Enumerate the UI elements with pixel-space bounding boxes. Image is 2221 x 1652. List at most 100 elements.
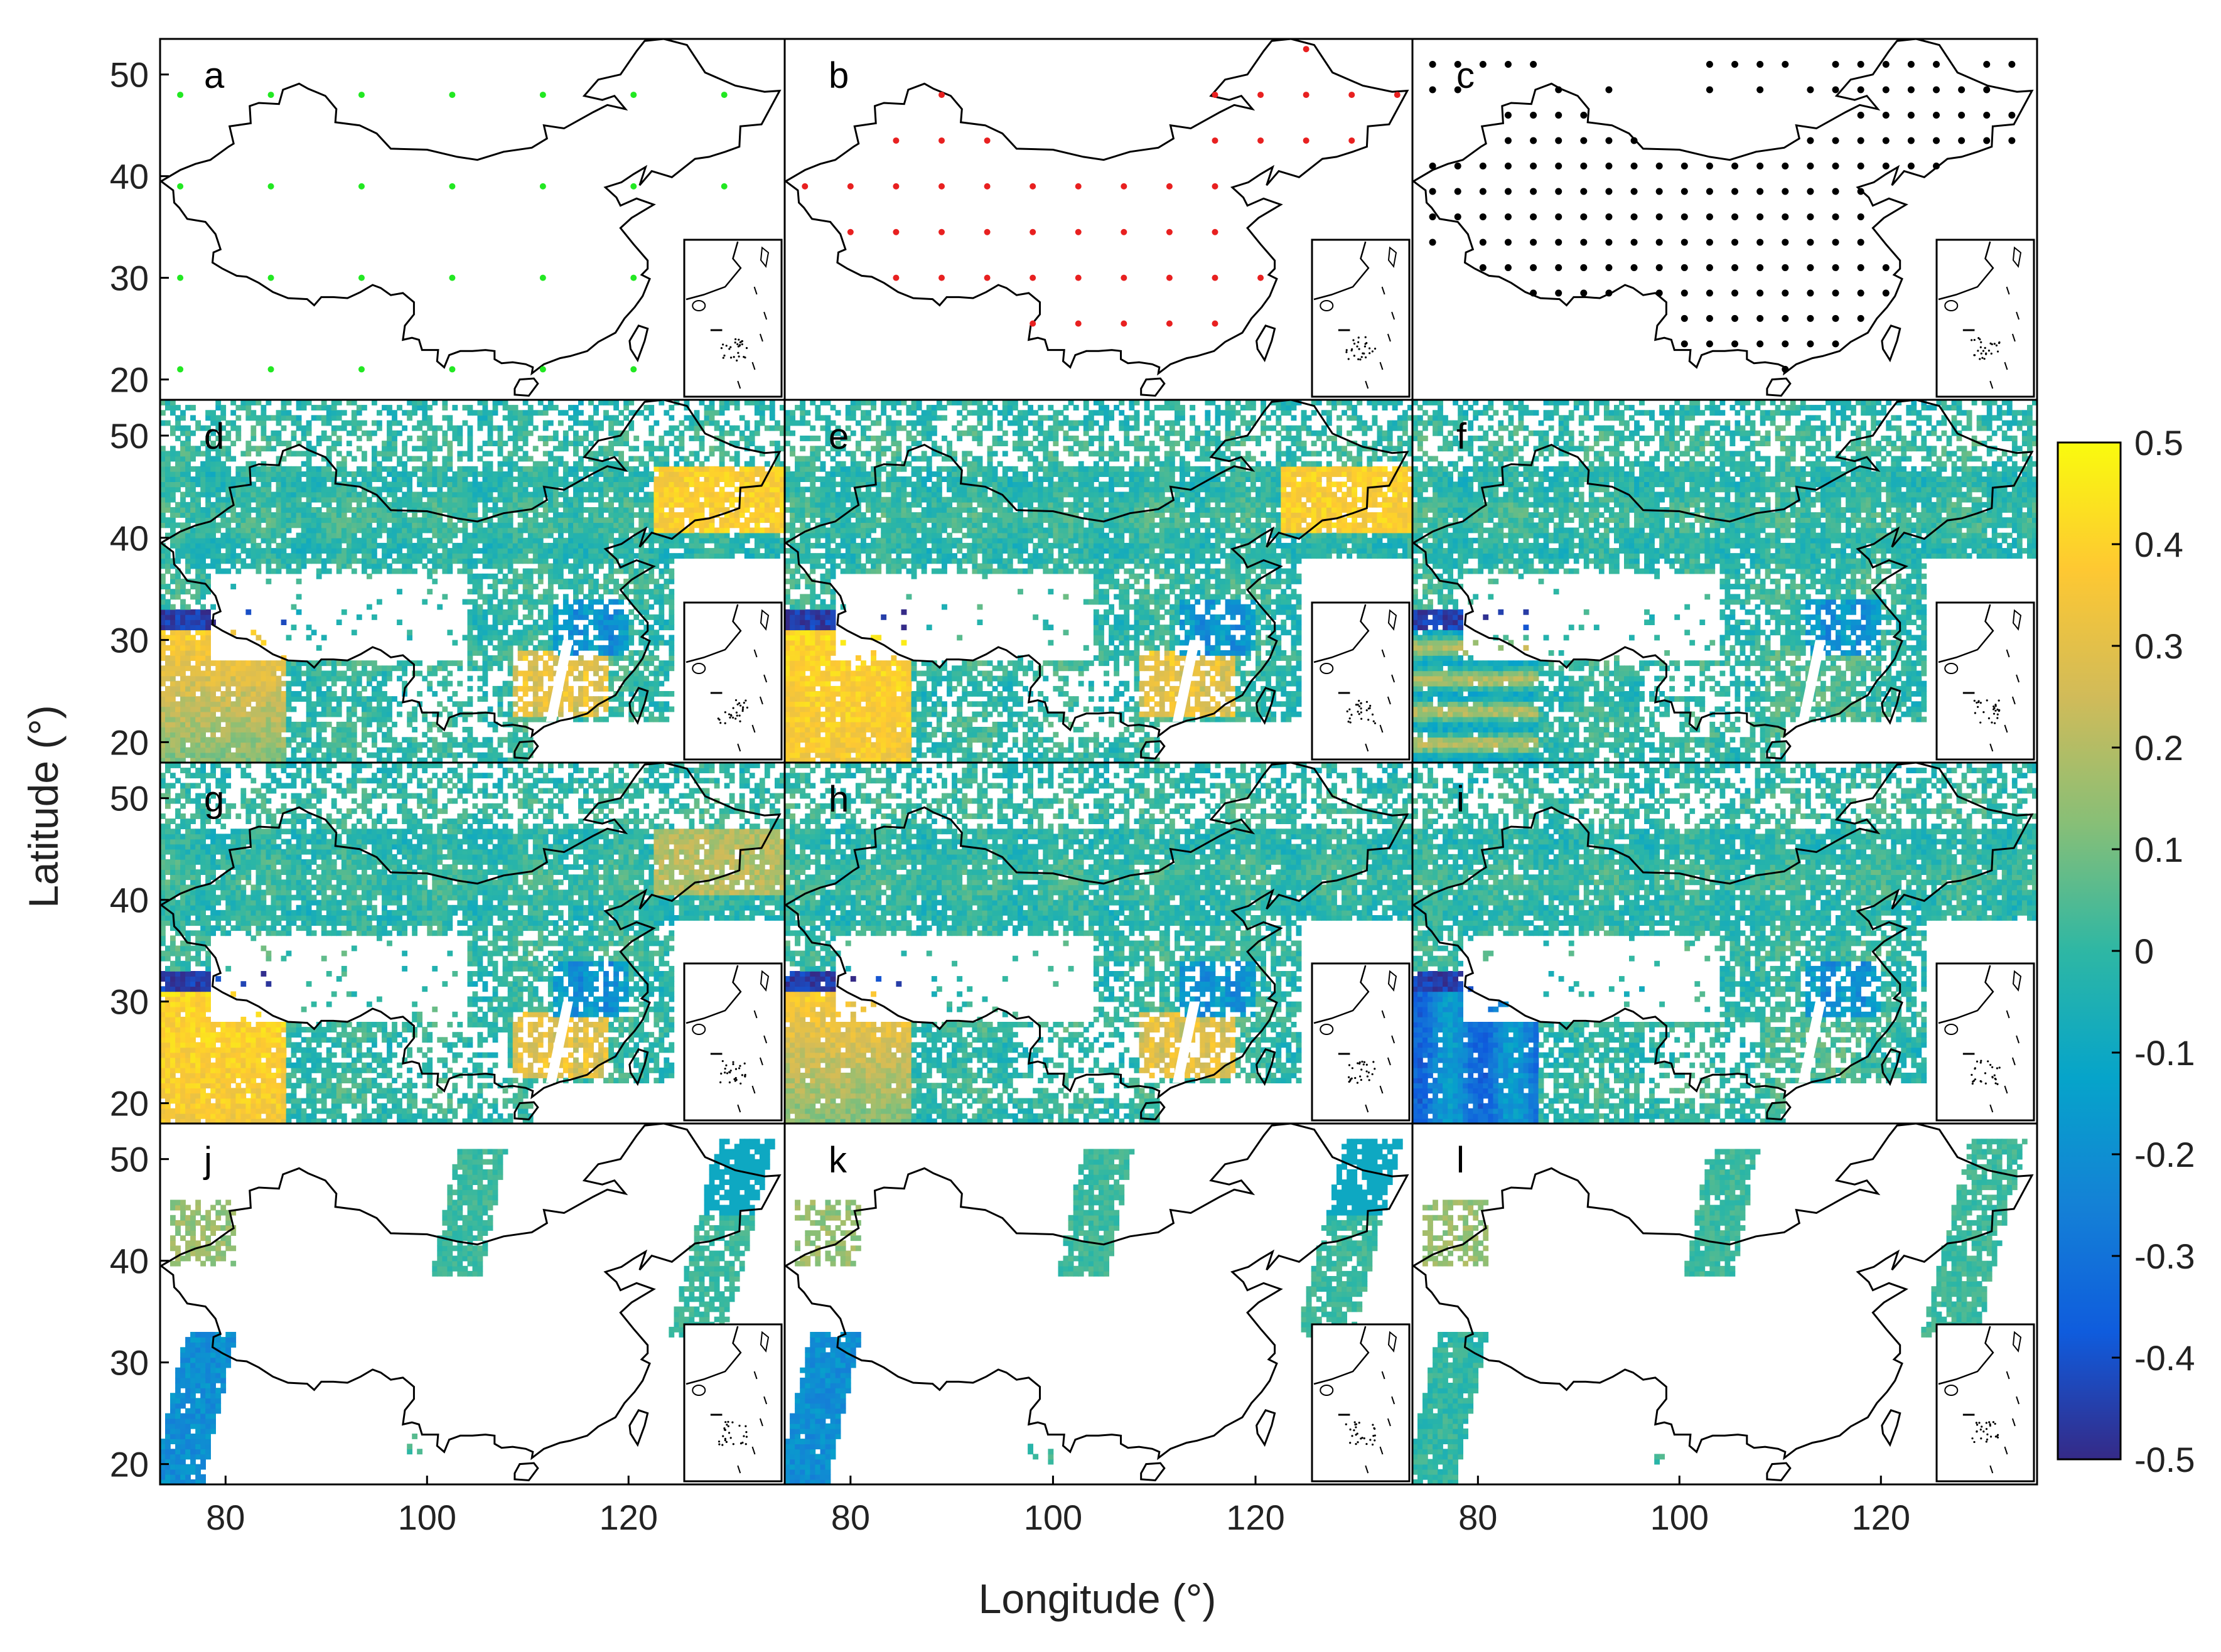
panel-label-i: i	[1456, 779, 1465, 820]
panel-label-f: f	[1456, 416, 1467, 457]
x-tick-label: 120	[1226, 1498, 1284, 1537]
colorbar-tick-label: -0.4	[2134, 1338, 2195, 1378]
hainan-outline	[1140, 740, 1166, 760]
colorbar-tick-label: 0	[2134, 931, 2154, 971]
taiwan-outline	[1881, 324, 1901, 363]
panel-frame-l	[1411, 1122, 2038, 1486]
taiwan-outline	[628, 1048, 649, 1086]
hainan-outline	[1766, 377, 1792, 397]
y-tick-label: 30	[110, 259, 149, 298]
hainan-outline	[514, 1462, 539, 1482]
panel-l: l	[1411, 1122, 2038, 1486]
taiwan-outline	[1256, 1048, 1276, 1086]
panel-label-k: k	[829, 1140, 847, 1181]
y-axis-label: Latitude (°)	[20, 705, 67, 908]
panel-f: f	[1411, 399, 2038, 764]
y-tick-label: 30	[110, 982, 149, 1022]
hainan-outline	[1140, 377, 1166, 397]
colorbar-tick-label: 0.2	[2134, 728, 2183, 768]
hainan-outline	[514, 377, 539, 397]
china-border	[1412, 1124, 2034, 1461]
panel-e: e	[783, 399, 1414, 764]
china-border	[785, 400, 1409, 739]
y-tick-label: 40	[110, 881, 149, 920]
taiwan-outline	[628, 687, 649, 725]
y-tick-label: 30	[110, 621, 149, 660]
taiwan-outline	[1881, 687, 1901, 725]
hainan-outline	[1140, 1101, 1166, 1121]
site-markers-b	[802, 46, 1401, 327]
field-h	[785, 763, 1412, 1124]
panel-k: k	[783, 1122, 1414, 1486]
x-tick-label: 100	[398, 1498, 456, 1537]
x-tick-label: 120	[1852, 1498, 1910, 1537]
colorbar-tick-label: 0.1	[2134, 830, 2183, 869]
hainan-outline	[1766, 1101, 1792, 1121]
china-border	[785, 39, 1409, 376]
panel-b: b	[783, 38, 1414, 401]
china-border	[160, 1124, 782, 1461]
china-border	[160, 39, 782, 376]
panel-label-a: a	[204, 55, 225, 96]
y-tick-label: 20	[110, 360, 149, 400]
panel-i: i	[1411, 761, 2038, 1125]
panel-a: a	[159, 38, 786, 401]
colorbar-tick-label: 0.3	[2134, 626, 2183, 666]
colorbar-tick-label: -0.3	[2134, 1236, 2195, 1276]
panel-j: j	[159, 1122, 786, 1486]
china-border	[160, 400, 782, 739]
taiwan-outline	[1256, 324, 1276, 363]
panel-label-c: c	[1456, 55, 1475, 96]
y-tick-label: 20	[110, 722, 149, 762]
panels-layer: a b c d e f g h i j k l	[159, 38, 2038, 1486]
panel-label-l: l	[1456, 1140, 1465, 1181]
x-tick-label: 80	[831, 1498, 870, 1537]
x-axis-label: Longitude (°)	[979, 1575, 1217, 1622]
hainan-outline	[514, 740, 539, 760]
panel-label-g: g	[204, 779, 224, 820]
hainan-outline	[1766, 1462, 1792, 1482]
colorbar-bar	[2057, 441, 2122, 1461]
hainan-outline	[1140, 1462, 1166, 1482]
y-tick-label: 30	[110, 1343, 149, 1383]
taiwan-outline	[1256, 1408, 1276, 1447]
x-tick-label: 100	[1024, 1498, 1082, 1537]
taiwan-outline	[1256, 687, 1276, 725]
field-f	[1412, 400, 2037, 763]
panel-c: c	[1411, 38, 2038, 401]
panel-label-b: b	[829, 55, 849, 96]
panel-label-j: j	[203, 1140, 212, 1181]
taiwan-outline	[628, 1408, 649, 1447]
panel-label-h: h	[829, 779, 849, 820]
x-tick-label: 120	[600, 1498, 658, 1537]
field-i	[1412, 763, 2037, 1124]
y-tick-label: 20	[110, 1084, 149, 1124]
taiwan-outline	[1881, 1048, 1901, 1086]
y-tick-label: 40	[110, 157, 149, 196]
taiwan-outline	[628, 324, 649, 363]
taiwan-outline	[1881, 1408, 1901, 1447]
x-tick-label: 80	[1458, 1498, 1497, 1537]
site-markers-c	[1429, 60, 2016, 373]
china-border	[785, 763, 1409, 1100]
field-j	[160, 1139, 775, 1484]
y-tick-label: 40	[110, 518, 149, 558]
field-e	[785, 400, 1412, 763]
y-tick-label: 50	[110, 416, 149, 456]
panel-g: g	[159, 761, 786, 1125]
colorbar-tick-label: 0.5	[2134, 423, 2183, 463]
colorbar-ticks: 0.5 0.4 0.3 0.2 0.1 0 -0.1 -0.2 -0.3 -0.4 -0.5	[2112, 423, 2195, 1479]
panel-h: h	[783, 761, 1414, 1125]
panel-label-d: d	[204, 416, 224, 457]
china-border	[160, 763, 782, 1100]
hainan-outline	[514, 1101, 539, 1121]
china-border	[785, 1124, 1409, 1461]
y-tick-label: 50	[110, 55, 149, 95]
china-border	[1412, 400, 2034, 739]
x-tick-label: 100	[1650, 1498, 1709, 1537]
colorbar-tick-label: 0.4	[2134, 525, 2183, 564]
y-tick-label: 20	[110, 1445, 149, 1484]
y-tick-label: 50	[110, 779, 149, 818]
panel-label-e: e	[829, 416, 849, 457]
